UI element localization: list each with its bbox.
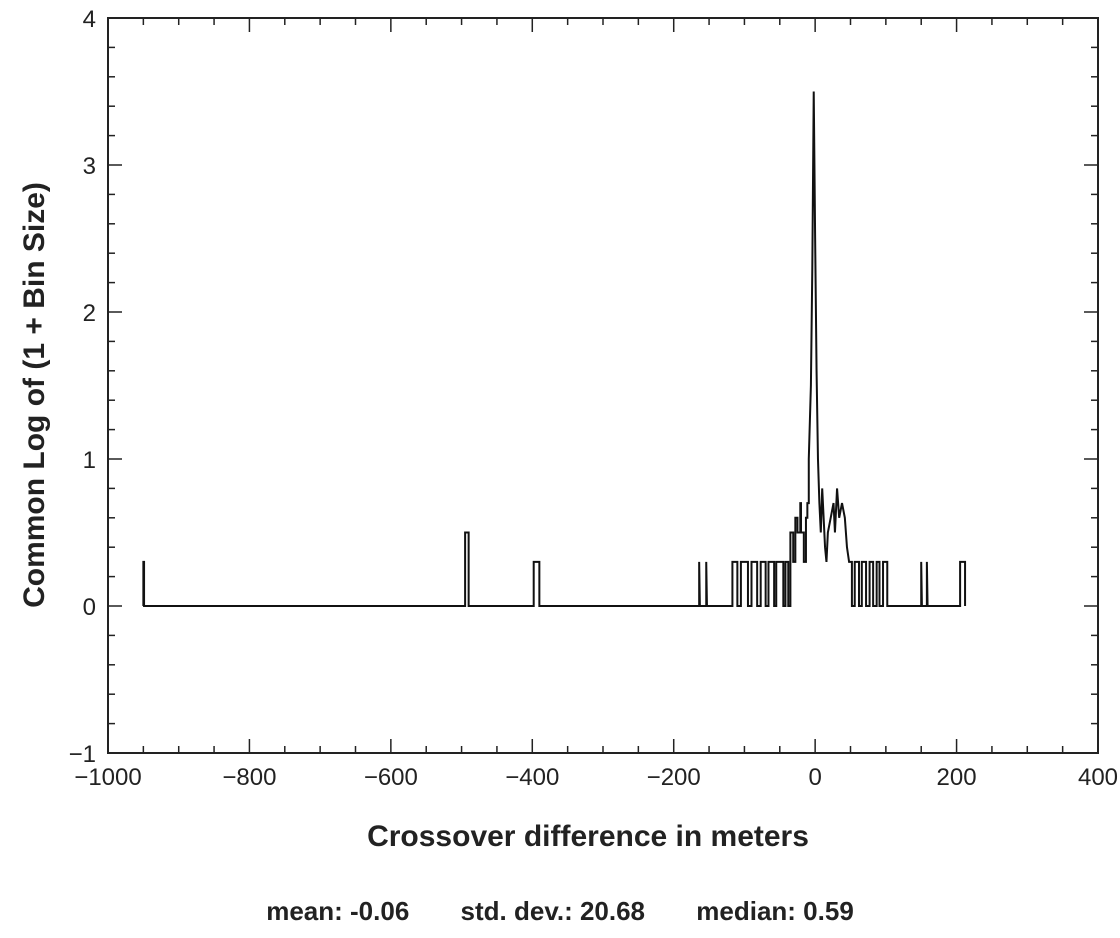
x-tick-label: −400 — [505, 764, 559, 791]
y-axis-title: Common Log of (1 + Bin Size) — [18, 182, 51, 608]
x-tick-labels: −1000 −800 −600 −400 −200 0 200 400 — [74, 764, 1118, 791]
x-tick-label: −1000 — [74, 764, 141, 791]
x-tick-label: −800 — [222, 764, 276, 791]
y-tick-label: 2 — [83, 300, 96, 327]
summary-statistics: mean: -0.06 std. dev.: 20.68 median: 0.5… — [0, 896, 1120, 927]
plot-frame — [107, 17, 1099, 754]
std-dev-stat: std. dev.: 20.68 — [460, 896, 646, 926]
y-tick-label: −1 — [69, 741, 96, 768]
y-tick-label: 0 — [83, 594, 96, 621]
x-tick-label: −200 — [647, 764, 701, 791]
y-tick-label: 1 — [83, 447, 96, 474]
x-tick-label: −600 — [364, 764, 418, 791]
axis-ticks — [107, 17, 1099, 754]
histogram-series-line — [142, 91, 967, 607]
x-tick-label: 200 — [937, 764, 977, 791]
y-tick-labels: −1 0 1 2 3 4 — [69, 6, 96, 768]
mean-stat: mean: -0.06 — [266, 896, 410, 926]
x-tick-label: 0 — [808, 764, 821, 791]
y-tick-label: 3 — [83, 153, 96, 180]
x-tick-label: 400 — [1078, 764, 1118, 791]
y-tick-label: 4 — [83, 6, 96, 33]
median-stat: median: 0.59 — [696, 896, 854, 926]
x-axis-title: Crossover difference in meters — [367, 820, 809, 853]
